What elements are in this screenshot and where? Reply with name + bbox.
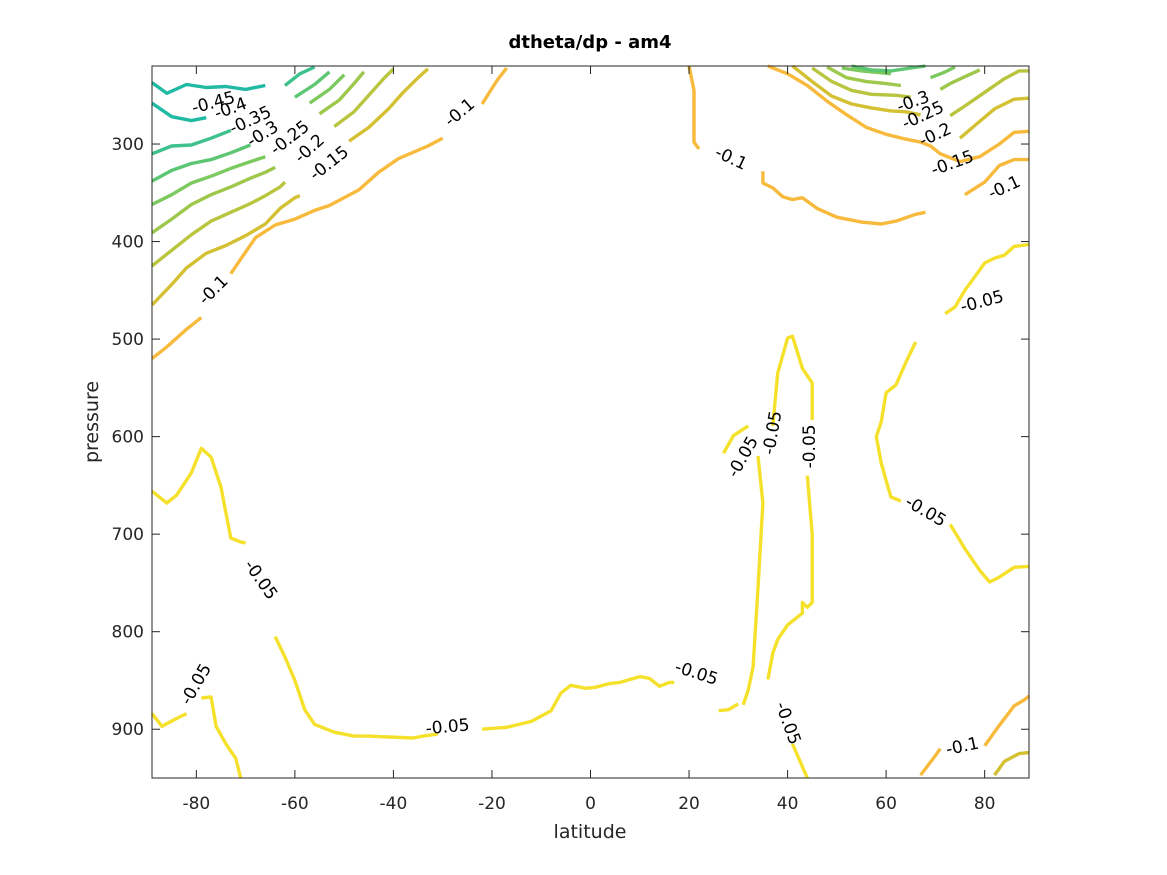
contour-line--0p35-32 xyxy=(851,64,926,73)
contour-line--0p2-26 xyxy=(811,66,912,99)
contour-line--0p05-33 xyxy=(150,446,246,545)
y-tick-label: 500 xyxy=(112,330,144,350)
contour-labels: -0.45-0.4-0.35-0.3-0.25-0.2-0.15-0.1-0.1… xyxy=(177,87,1024,760)
y-tick-label: 400 xyxy=(112,233,144,253)
contour-line--0p05-39 xyxy=(722,424,750,455)
contour-line--0p1-15 xyxy=(229,136,444,275)
contour-line--0p4-2 xyxy=(151,128,232,156)
contour-line--0p05-41 xyxy=(771,334,814,427)
contour-line--0p15-24 xyxy=(958,96,1030,140)
chart-title: dtheta/dp - am4 xyxy=(508,32,671,53)
contour-line--0p1-14 xyxy=(150,316,203,360)
y-tick-label: 600 xyxy=(112,428,144,448)
contour-line--0p15-13 xyxy=(348,67,430,143)
contour-line--0p35-5 xyxy=(293,70,331,99)
x-tick-label: 80 xyxy=(974,794,996,814)
x-tick-label: -20 xyxy=(478,794,506,814)
contour-line--0p1-18 xyxy=(761,171,926,226)
contour-line--0p1-19 xyxy=(963,157,1029,197)
contour-line--0p05-35 xyxy=(481,674,675,731)
contour-line--0p25-9 xyxy=(318,70,366,116)
x-tick-label: -40 xyxy=(380,794,408,814)
x-tick-label: 60 xyxy=(875,794,897,814)
contour-line--0p05-45 xyxy=(874,341,918,503)
contour-line--0p3-6 xyxy=(151,155,266,207)
y-tick-label: 800 xyxy=(112,623,144,643)
contour-line--0p05-37 xyxy=(201,695,243,779)
x-tick-label: 20 xyxy=(678,794,700,814)
x-tick-label: -60 xyxy=(281,794,309,814)
plot-area: -0.45-0.4-0.35-0.3-0.25-0.2-0.15-0.1-0.1… xyxy=(150,64,1031,779)
contour-line--0p05-46 xyxy=(948,523,1030,584)
x-tick-label: 40 xyxy=(777,794,799,814)
contour-line--0p05-42 xyxy=(766,475,814,680)
contour-label-18: -0.05 xyxy=(425,715,471,739)
y-axis-label: pressure xyxy=(81,381,103,463)
plot-background xyxy=(152,66,1029,778)
contour-line--0p2-11 xyxy=(333,67,395,128)
contour-line--0p05-34 xyxy=(273,635,439,740)
y-tick-label: 300 xyxy=(112,135,144,155)
contour-line--0p2-27 xyxy=(949,69,1029,118)
contour-line--0p05-38 xyxy=(718,702,740,713)
contour-lines xyxy=(150,64,1031,779)
contour-line--0p05-44 xyxy=(944,242,1030,316)
x-tick-label: -80 xyxy=(182,794,210,814)
contour-line--0p3-7 xyxy=(308,73,346,105)
contour-line--0p05-43 xyxy=(790,743,809,779)
contour-line--0p1-17 xyxy=(687,65,701,150)
contour-line--0p3-31 xyxy=(929,65,956,80)
contour-line--0p25-8 xyxy=(151,165,276,235)
contour-line--0p35-4 xyxy=(151,143,252,183)
contour-line--0p45-1 xyxy=(151,101,207,123)
x-tick-label: 0 xyxy=(585,794,596,814)
contour-line--0p05-36 xyxy=(150,712,188,728)
contour-line--0p05-40 xyxy=(741,455,765,706)
contour-line--0p1-20 xyxy=(767,64,1030,164)
y-tick-label: 900 xyxy=(112,720,144,740)
contour-line--0p25-29 xyxy=(939,68,981,91)
contour-line--0p15-12 xyxy=(150,194,301,307)
contour-line--0p45-0 xyxy=(151,81,266,96)
x-axis-label: latitude xyxy=(554,821,627,843)
contour-line--0p1-22 xyxy=(983,694,1031,747)
contour-line--0p2-10 xyxy=(150,180,287,268)
contour-line--0p15-23 xyxy=(791,64,921,117)
x-axis-ticks: -80 -60 -40 -20 0 20 40 60 80 xyxy=(182,66,995,814)
y-axis-ticks: 300 400 500 600 700 800 900 xyxy=(112,135,1029,740)
contour-label-22: -0.05 xyxy=(800,424,820,468)
y-tick-label: 700 xyxy=(112,525,144,545)
contour-line--0p4-3 xyxy=(283,65,316,87)
contour-line--0p25-28 xyxy=(826,65,902,88)
contour-line--0p15-25 xyxy=(993,750,1030,777)
contour-line--0p1-16 xyxy=(480,66,509,105)
contour-line--0p1-21 xyxy=(919,747,942,777)
